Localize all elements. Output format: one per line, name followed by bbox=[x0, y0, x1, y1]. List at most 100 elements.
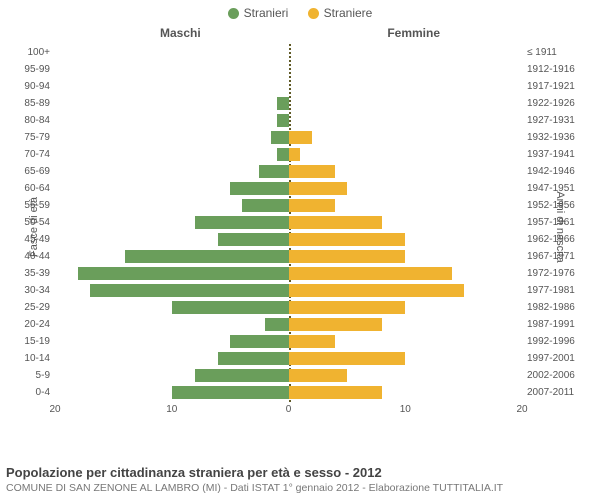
age-tick: 65-69 bbox=[10, 163, 50, 180]
age-tick: 40-44 bbox=[10, 248, 50, 265]
legend-label-male: Stranieri bbox=[244, 6, 289, 20]
birth-tick: 1977-1981 bbox=[527, 282, 587, 299]
bar-male bbox=[125, 250, 288, 263]
birth-tick: 1967-1971 bbox=[527, 248, 587, 265]
bar-male bbox=[172, 386, 289, 399]
bar-female bbox=[289, 318, 382, 331]
chart-row: 40-441967-1971 bbox=[55, 248, 522, 265]
bar-male bbox=[277, 97, 289, 110]
birth-tick: 1992-1996 bbox=[527, 333, 587, 350]
bar-male bbox=[230, 335, 288, 348]
bar-female bbox=[289, 386, 382, 399]
age-tick: 60-64 bbox=[10, 180, 50, 197]
bar-male bbox=[78, 267, 288, 280]
bar-male bbox=[277, 148, 289, 161]
legend-label-female: Straniere bbox=[324, 6, 373, 20]
birth-tick: 1942-1946 bbox=[527, 163, 587, 180]
x-tick: 10 bbox=[400, 404, 411, 415]
bar-male bbox=[195, 369, 288, 382]
age-tick: 90-94 bbox=[10, 78, 50, 95]
bar-female bbox=[289, 216, 382, 229]
birth-tick: 1962-1966 bbox=[527, 231, 587, 248]
legend-item-female: Straniere bbox=[308, 6, 373, 20]
birth-tick: ≤ 1911 bbox=[527, 44, 587, 61]
bar-female bbox=[289, 182, 347, 195]
chart-row: 90-941917-1921 bbox=[55, 78, 522, 95]
age-tick: 35-39 bbox=[10, 265, 50, 282]
age-tick: 95-99 bbox=[10, 61, 50, 78]
chart-row: 55-591952-1956 bbox=[55, 197, 522, 214]
legend-swatch-female bbox=[308, 8, 319, 19]
birth-tick: 1982-1986 bbox=[527, 299, 587, 316]
bar-female bbox=[289, 284, 464, 297]
bar-female bbox=[289, 131, 312, 144]
x-tick: 20 bbox=[49, 404, 60, 415]
age-tick: 15-19 bbox=[10, 333, 50, 350]
bar-female bbox=[289, 233, 406, 246]
x-tick: 20 bbox=[516, 404, 527, 415]
chart-row: 95-991912-1916 bbox=[55, 61, 522, 78]
birth-tick: 1947-1951 bbox=[527, 180, 587, 197]
chart-row: 25-291982-1986 bbox=[55, 299, 522, 316]
chart-footer: Popolazione per cittadinanza straniera p… bbox=[6, 465, 594, 494]
bar-male bbox=[242, 199, 289, 212]
chart-row: 75-791932-1936 bbox=[55, 129, 522, 146]
birth-tick: 1912-1916 bbox=[527, 61, 587, 78]
birth-tick: 2007-2011 bbox=[527, 384, 587, 401]
age-tick: 70-74 bbox=[10, 146, 50, 163]
bar-female bbox=[289, 165, 336, 178]
chart-title: Popolazione per cittadinanza straniera p… bbox=[6, 465, 594, 480]
age-tick: 30-34 bbox=[10, 282, 50, 299]
age-tick: 50-54 bbox=[10, 214, 50, 231]
bar-male bbox=[172, 301, 289, 314]
bar-male bbox=[90, 284, 288, 297]
chart-row: 100+≤ 1911 bbox=[55, 44, 522, 61]
chart-area: Maschi Femmine Fasce di età Anni di nasc… bbox=[0, 22, 600, 432]
bar-male bbox=[218, 233, 288, 246]
chart-row: 50-541957-1961 bbox=[55, 214, 522, 231]
bar-male bbox=[195, 216, 288, 229]
bar-female bbox=[289, 335, 336, 348]
bar-female bbox=[289, 352, 406, 365]
chart-row: 30-341977-1981 bbox=[55, 282, 522, 299]
birth-tick: 1932-1936 bbox=[527, 129, 587, 146]
birth-tick: 1952-1956 bbox=[527, 197, 587, 214]
x-tick: 10 bbox=[166, 404, 177, 415]
chart-row: 5-92002-2006 bbox=[55, 367, 522, 384]
chart-row: 70-741937-1941 bbox=[55, 146, 522, 163]
legend-item-male: Stranieri bbox=[228, 6, 289, 20]
legend-swatch-male bbox=[228, 8, 239, 19]
chart-row: 15-191992-1996 bbox=[55, 333, 522, 350]
chart-row: 35-391972-1976 bbox=[55, 265, 522, 282]
column-header-male: Maschi bbox=[160, 26, 201, 40]
bar-female bbox=[289, 250, 406, 263]
bar-male bbox=[218, 352, 288, 365]
bar-male bbox=[277, 114, 289, 127]
legend: Stranieri Straniere bbox=[0, 0, 600, 22]
age-tick: 100+ bbox=[10, 44, 50, 61]
birth-tick: 1922-1926 bbox=[527, 95, 587, 112]
bar-female bbox=[289, 369, 347, 382]
age-tick: 10-14 bbox=[10, 350, 50, 367]
age-tick: 5-9 bbox=[10, 367, 50, 384]
x-axis: 201001020 bbox=[55, 404, 522, 418]
birth-tick: 1937-1941 bbox=[527, 146, 587, 163]
birth-tick: 1917-1921 bbox=[527, 78, 587, 95]
birth-tick: 1957-1961 bbox=[527, 214, 587, 231]
age-tick: 85-89 bbox=[10, 95, 50, 112]
chart-row: 65-691942-1946 bbox=[55, 163, 522, 180]
birth-tick: 2002-2006 bbox=[527, 367, 587, 384]
chart-row: 0-42007-2011 bbox=[55, 384, 522, 401]
chart-row: 45-491962-1966 bbox=[55, 231, 522, 248]
bar-female bbox=[289, 267, 452, 280]
bar-male bbox=[259, 165, 288, 178]
age-tick: 80-84 bbox=[10, 112, 50, 129]
bar-male bbox=[265, 318, 288, 331]
bar-female bbox=[289, 199, 336, 212]
chart-row: 60-641947-1951 bbox=[55, 180, 522, 197]
plot-area: 100+≤ 191195-991912-191690-941917-192185… bbox=[55, 44, 522, 402]
birth-tick: 1972-1976 bbox=[527, 265, 587, 282]
age-tick: 55-59 bbox=[10, 197, 50, 214]
bar-female bbox=[289, 301, 406, 314]
birth-tick: 1997-2001 bbox=[527, 350, 587, 367]
